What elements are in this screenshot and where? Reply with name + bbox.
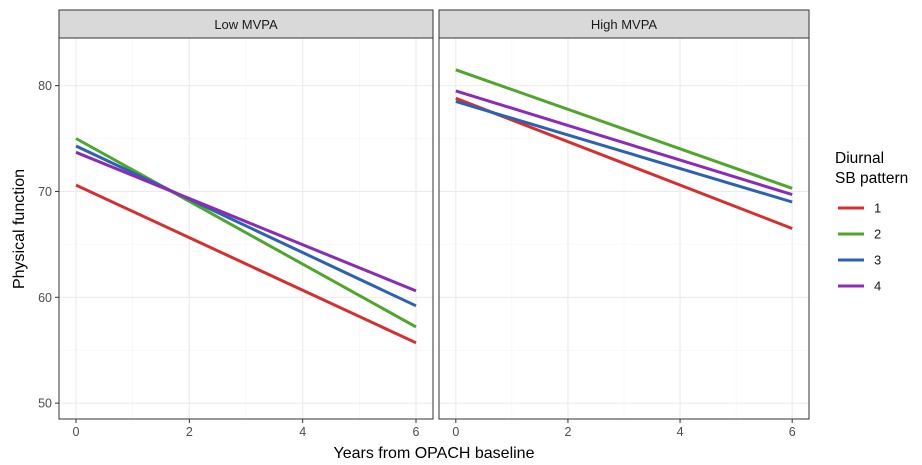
x-tick-label: 4: [299, 425, 306, 439]
y-tick-label: 80: [38, 79, 52, 93]
series-line-4: [455, 89, 793, 197]
series-line-3: [75, 144, 417, 308]
panel-title-low-mvpa: Low MVPA: [214, 17, 278, 32]
x-tick-label: 2: [564, 425, 571, 439]
y-axis-title: Physical function: [11, 169, 28, 289]
x-tick-label: 0: [452, 425, 459, 439]
legend-items: 1 2 3 4: [838, 201, 881, 294]
x-axis-low-mvpa: 0 2 4 6: [73, 419, 420, 439]
series-line-4: [75, 150, 417, 293]
legend-label-2: 2: [874, 227, 881, 242]
legend-label-3: 3: [874, 253, 881, 268]
series-line-3: [455, 100, 793, 204]
series-lines-low-mvpa: [75, 137, 417, 345]
panel-border-low-mvpa: [58, 37, 434, 420]
x-tick-label: 0: [73, 425, 80, 439]
series-line-1: [455, 96, 793, 230]
panel-low-mvpa: Low MVPA 0 2 4 6: [58, 9, 434, 439]
series-line-2: [455, 68, 793, 190]
y-tick-label: 70: [38, 185, 52, 199]
panel-title-high-mvpa: High MVPA: [591, 17, 658, 32]
legend-label-1: 1: [874, 201, 881, 216]
legend: Diurnal SB pattern 1 2 3 4: [835, 150, 908, 294]
legend-title-line-2: SB pattern: [835, 170, 908, 187]
x-axis-high-mvpa: 0 2 4 6: [452, 419, 796, 439]
x-tick-label: 2: [186, 425, 193, 439]
panel-border-high-mvpa: [438, 37, 810, 420]
legend-label-4: 4: [874, 279, 881, 294]
series-line-2: [75, 137, 417, 329]
y-axis: 50 60 70 80: [38, 79, 59, 411]
series-line-1: [75, 183, 417, 345]
panel-strip-high-mvpa: [438, 9, 810, 39]
x-axis-title: Years from OPACH baseline: [334, 445, 535, 462]
y-tick-label: 50: [38, 397, 52, 411]
x-tick-label: 6: [789, 425, 796, 439]
grid-high-mvpa: [439, 38, 809, 419]
legend-title-line-1: Diurnal: [835, 150, 884, 167]
y-tick-label: 60: [38, 291, 52, 305]
x-tick-label: 6: [413, 425, 420, 439]
panel-strip-low-mvpa: [58, 9, 434, 39]
grid-low-mvpa: [59, 38, 433, 419]
panel-high-mvpa: High MVPA 0 2 4 6: [438, 9, 810, 439]
x-tick-label: 4: [677, 425, 684, 439]
series-lines-high-mvpa: [455, 68, 793, 230]
